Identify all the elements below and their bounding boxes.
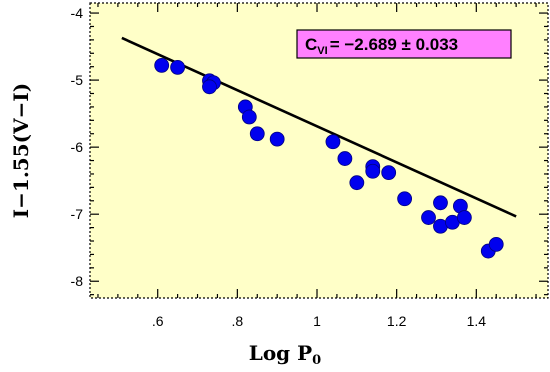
slope-annotation-box bbox=[296, 29, 512, 59]
data-point bbox=[154, 57, 170, 73]
x-axis-title: Log P0 bbox=[249, 341, 321, 368]
data-point bbox=[349, 175, 365, 191]
data-point bbox=[249, 126, 265, 142]
data-point bbox=[433, 195, 448, 211]
x-tick-label: .6 bbox=[152, 313, 164, 329]
y-tick-label: -8 bbox=[71, 273, 84, 289]
data-point bbox=[488, 236, 504, 252]
data-point bbox=[269, 131, 285, 147]
plot-frame bbox=[89, 2, 549, 299]
data-points bbox=[154, 57, 504, 259]
slope-annotation-subscript: VI bbox=[317, 45, 327, 57]
x-axis-title-main: Log P bbox=[249, 341, 312, 365]
y-axis: -4 -5 -6 -7 -8 bbox=[71, 5, 548, 296]
data-point bbox=[381, 165, 397, 181]
x-tick-label: 1 bbox=[313, 313, 321, 329]
data-point bbox=[170, 59, 186, 75]
data-point bbox=[421, 210, 436, 225]
data-point bbox=[365, 163, 381, 179]
slope-annotation-prefix: C bbox=[305, 35, 317, 54]
data-point bbox=[337, 151, 353, 166]
slope-annotation-text: CVI = −2.689 ± 0.033 bbox=[305, 35, 458, 57]
x-tick-label: 1.4 bbox=[467, 313, 487, 329]
fit-line bbox=[121, 36, 517, 218]
x-axis: .6 .8 1 1.2 1.4 bbox=[97, 3, 537, 329]
x-axis-title-subscript: 0 bbox=[312, 353, 321, 368]
slope-annotation-value: = −2.689 ± 0.033 bbox=[330, 35, 458, 54]
data-point bbox=[397, 191, 413, 207]
y-axis-title: I−1.55(V−I) bbox=[9, 83, 33, 218]
data-point bbox=[456, 210, 472, 225]
data-point bbox=[325, 134, 341, 150]
data-point bbox=[202, 79, 217, 95]
y-tick-label: -5 bbox=[71, 72, 84, 88]
y-tick-label: -4 bbox=[71, 5, 84, 21]
slope-annotation: CVI = −2.689 ± 0.033 bbox=[296, 29, 512, 59]
x-tick-label: .8 bbox=[232, 313, 244, 329]
x-tick-label: 1.2 bbox=[387, 313, 407, 329]
data-point bbox=[241, 109, 257, 125]
y-tick-label: -6 bbox=[71, 139, 84, 155]
y-tick-label: -7 bbox=[71, 206, 84, 222]
